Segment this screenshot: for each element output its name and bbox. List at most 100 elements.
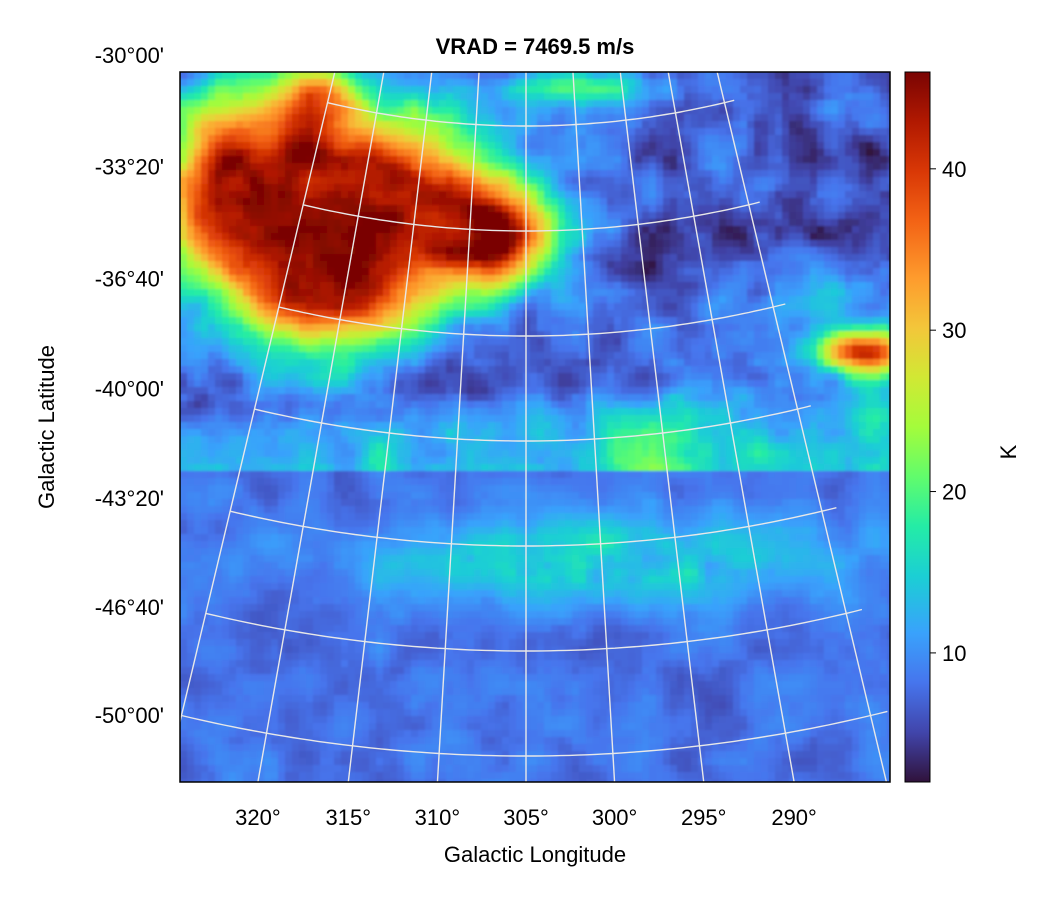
heatmap-cell (810, 247, 818, 255)
heatmap-cell (509, 352, 517, 360)
heatmap-cell (726, 191, 734, 199)
heatmap-cell (369, 394, 377, 402)
heatmap-cell (635, 352, 643, 360)
heatmap-cell (803, 254, 811, 262)
heatmap-cell (845, 79, 853, 87)
heatmap-cell (586, 121, 594, 129)
heatmap-cell (544, 205, 552, 213)
heatmap-cell (481, 324, 489, 332)
heatmap-cell (719, 121, 727, 129)
heatmap-cell (299, 289, 307, 297)
heatmap-cell (565, 282, 573, 290)
heatmap-cell (600, 240, 608, 248)
heatmap-cell (586, 170, 594, 178)
heatmap-cell (558, 128, 566, 136)
heatmap-cell (551, 198, 559, 206)
heatmap-cell (887, 345, 890, 353)
heatmap-cell (481, 233, 489, 241)
heatmap-cell (383, 226, 391, 234)
heatmap-cell (642, 212, 650, 220)
heatmap-cell (621, 310, 629, 318)
heatmap-cell (481, 107, 489, 115)
heatmap-cell (768, 331, 776, 339)
heatmap-cell (656, 72, 664, 80)
heatmap-cell (453, 387, 461, 395)
heatmap-cell (775, 247, 783, 255)
heatmap-cell (453, 72, 461, 80)
heatmap-cell (180, 86, 188, 94)
heatmap-cell (264, 254, 272, 262)
heatmap-cell (292, 394, 300, 402)
heatmap-cell (453, 170, 461, 178)
heatmap-cell (453, 114, 461, 122)
heatmap-cell (208, 121, 216, 129)
heatmap-cell (194, 310, 202, 318)
heatmap-cell (649, 93, 657, 101)
heatmap-cell (852, 303, 860, 311)
heatmap-cell (684, 128, 692, 136)
heatmap-cell (789, 121, 797, 129)
heatmap-cell (733, 310, 741, 318)
heatmap-cell (845, 338, 853, 346)
heatmap-cell (509, 177, 517, 185)
heatmap-cell (320, 240, 328, 248)
heatmap-cell (446, 296, 454, 304)
heatmap-cell (586, 100, 594, 108)
heatmap-cell (831, 142, 839, 150)
heatmap-cell (544, 268, 552, 276)
heatmap-cell (467, 240, 475, 248)
heatmap-cell (495, 86, 503, 94)
heatmap-cell (754, 345, 762, 353)
heatmap-cell (726, 261, 734, 269)
heatmap-cell (775, 177, 783, 185)
heatmap-cell (446, 226, 454, 234)
heatmap-cell (719, 163, 727, 171)
heatmap-cell (677, 149, 685, 157)
heatmap-cell (250, 93, 258, 101)
heatmap-cell (691, 317, 699, 325)
heatmap-cell (390, 163, 398, 171)
heatmap-cell (271, 107, 279, 115)
heatmap-cell (796, 198, 804, 206)
heatmap-cell (824, 282, 832, 290)
heatmap-cell (334, 79, 342, 87)
heatmap-cell (222, 198, 230, 206)
heatmap-cell (376, 289, 384, 297)
heatmap-cell (761, 233, 769, 241)
heatmap-cell (789, 394, 797, 402)
heatmap-cell (670, 191, 678, 199)
heatmap-cell (635, 282, 643, 290)
heatmap-cell (614, 121, 622, 129)
heatmap-cell (698, 107, 706, 115)
heatmap-cell (187, 100, 195, 108)
heatmap-cell (264, 366, 272, 374)
heatmap-cell (817, 289, 825, 297)
heatmap-cell (208, 79, 216, 87)
heatmap-cell (859, 303, 867, 311)
heatmap-cell (355, 317, 363, 325)
heatmap-cell (257, 247, 265, 255)
heatmap-cell (285, 331, 293, 339)
heatmap-cell (236, 79, 244, 87)
heatmap-cell (880, 317, 888, 325)
heatmap-cell (796, 254, 804, 262)
heatmap-cell (824, 93, 832, 101)
heatmap-cell (740, 268, 748, 276)
heatmap-cell (677, 219, 685, 227)
heatmap-cell (754, 289, 762, 297)
heatmap-cell (649, 184, 657, 192)
heatmap-cell (635, 170, 643, 178)
heatmap-cell (376, 212, 384, 220)
heatmap-cell (796, 331, 804, 339)
heatmap-cell (404, 107, 412, 115)
heatmap-cell (719, 156, 727, 164)
heatmap-cell (306, 219, 314, 227)
heatmap-cell (250, 86, 258, 94)
heatmap-cell (810, 387, 818, 395)
heatmap-cell (677, 191, 685, 199)
heatmap-cell (187, 198, 195, 206)
heatmap-cell (509, 303, 517, 311)
heatmap-cell (586, 296, 594, 304)
heatmap-cell (390, 142, 398, 150)
heatmap-cell (635, 373, 643, 381)
